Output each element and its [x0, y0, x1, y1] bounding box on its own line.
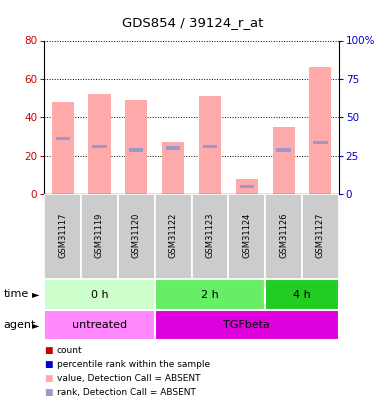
Text: percentile rank within the sample: percentile rank within the sample — [57, 360, 210, 369]
Bar — [310, 67, 331, 194]
Bar — [89, 94, 110, 194]
Text: GSM31119: GSM31119 — [95, 213, 104, 258]
Text: 2 h: 2 h — [201, 290, 219, 300]
Text: GSM31127: GSM31127 — [316, 213, 325, 258]
Text: count: count — [57, 346, 83, 355]
Text: ■: ■ — [44, 374, 53, 383]
Bar — [276, 148, 291, 152]
Text: ■: ■ — [44, 346, 53, 355]
Text: GSM31122: GSM31122 — [169, 213, 177, 258]
Bar — [166, 147, 180, 150]
Text: value, Detection Call = ABSENT: value, Detection Call = ABSENT — [57, 374, 201, 383]
Text: rank, Detection Call = ABSENT: rank, Detection Call = ABSENT — [57, 388, 196, 397]
Bar — [162, 143, 184, 194]
Bar — [265, 279, 339, 310]
Text: ►: ► — [32, 290, 39, 299]
Text: time: time — [4, 290, 29, 299]
Bar — [273, 127, 295, 194]
Text: GSM31126: GSM31126 — [279, 213, 288, 258]
Text: GSM31117: GSM31117 — [58, 213, 67, 258]
Bar — [236, 179, 258, 194]
Text: 0 h: 0 h — [91, 290, 108, 300]
Bar — [44, 194, 81, 279]
Text: TGFbeta: TGFbeta — [223, 320, 270, 330]
Bar — [239, 185, 254, 188]
Bar — [125, 100, 147, 194]
Bar — [44, 279, 155, 310]
Text: GSM31120: GSM31120 — [132, 213, 141, 258]
Text: GDS854 / 39124_r_at: GDS854 / 39124_r_at — [122, 16, 263, 29]
Text: untreated: untreated — [72, 320, 127, 330]
Bar — [118, 194, 155, 279]
Text: ■: ■ — [44, 360, 53, 369]
Bar — [228, 194, 265, 279]
Bar — [313, 141, 328, 144]
Bar — [203, 145, 217, 148]
Bar — [199, 96, 221, 194]
Text: agent: agent — [4, 320, 36, 330]
Text: 4 h: 4 h — [293, 290, 311, 300]
Bar — [55, 137, 70, 141]
Bar — [155, 310, 339, 340]
Bar — [155, 194, 192, 279]
Text: GSM31123: GSM31123 — [206, 213, 214, 258]
Bar — [92, 145, 107, 148]
Bar — [129, 148, 144, 152]
Text: GSM31124: GSM31124 — [242, 213, 251, 258]
Bar — [302, 194, 339, 279]
Bar — [155, 279, 265, 310]
Bar — [52, 102, 74, 194]
Bar — [265, 194, 302, 279]
Bar — [44, 310, 155, 340]
Text: ►: ► — [32, 320, 39, 330]
Bar — [81, 194, 118, 279]
Text: ■: ■ — [44, 388, 53, 397]
Bar — [192, 194, 228, 279]
